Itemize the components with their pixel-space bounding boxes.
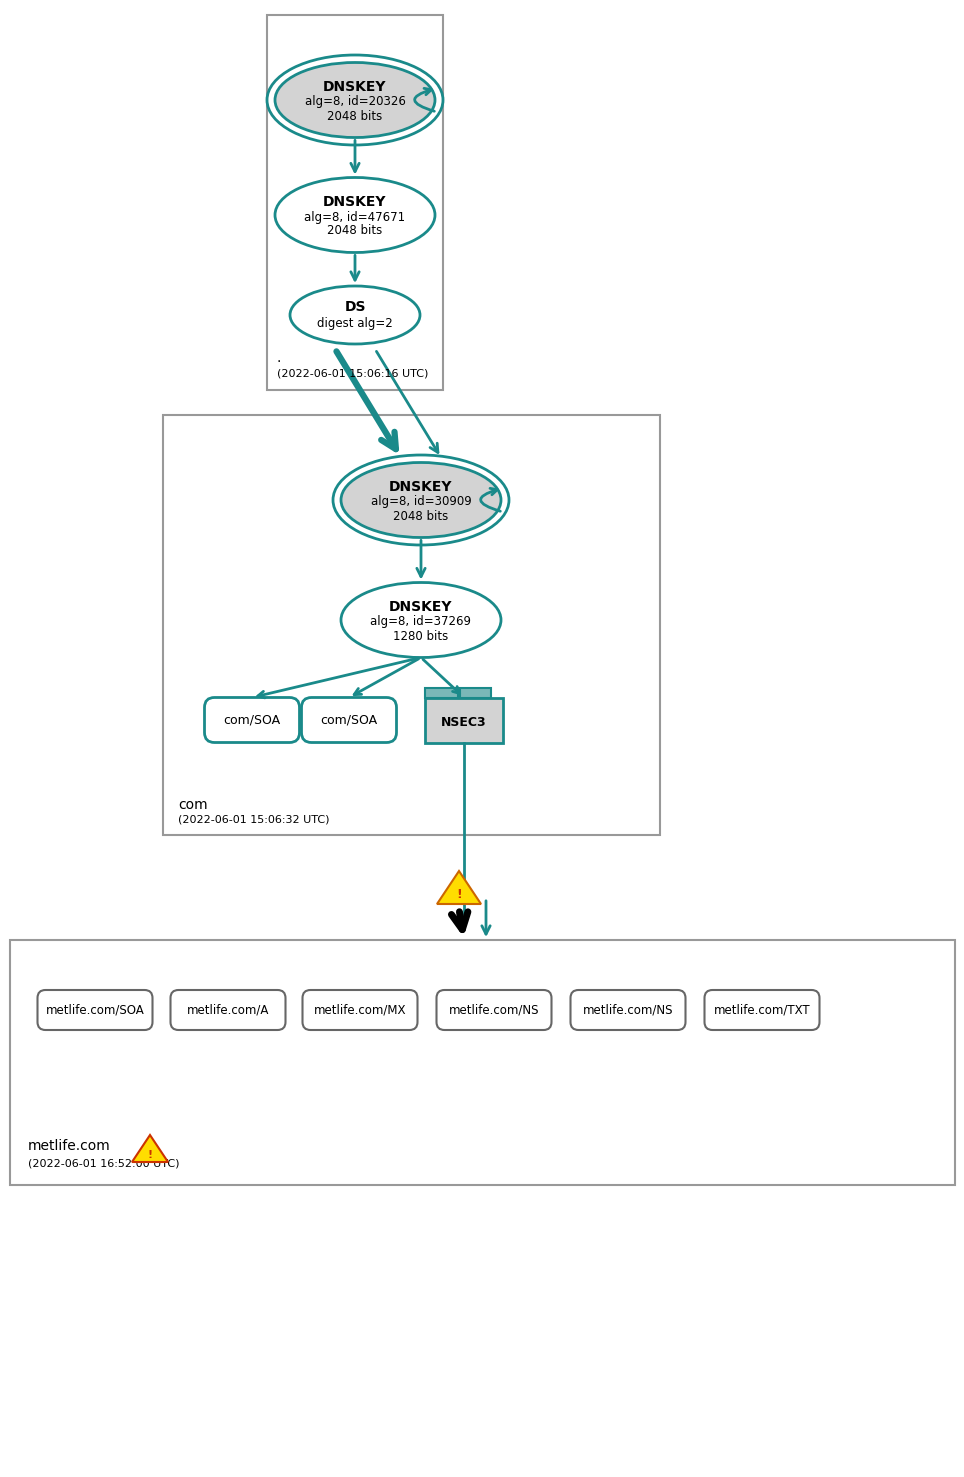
Text: !: ! [456, 889, 462, 901]
Bar [425, 687, 458, 697]
Bar [460, 687, 491, 697]
Ellipse shape [275, 177, 435, 253]
Text: metlife.com: metlife.com [28, 1139, 111, 1154]
Text: NSEC3: NSEC3 [442, 715, 487, 728]
FancyBboxPatch shape [571, 990, 685, 1029]
Text: alg=8, id=47671: alg=8, id=47671 [305, 211, 406, 223]
Bar [425, 697, 503, 743]
Text: com/SOA: com/SOA [320, 713, 378, 727]
FancyBboxPatch shape [38, 990, 152, 1029]
Text: metlife.com/NS: metlife.com/NS [583, 1003, 673, 1016]
Text: (2022-06-01 15:06:32 UTC): (2022-06-01 15:06:32 UTC) [178, 815, 330, 826]
Text: (2022-06-01 16:52:00 UTC): (2022-06-01 16:52:00 UTC) [28, 1159, 179, 1168]
Text: DNSKEY: DNSKEY [323, 80, 387, 95]
FancyBboxPatch shape [204, 697, 300, 743]
Text: metlife.com/MX: metlife.com/MX [313, 1003, 406, 1016]
Text: metlife.com/NS: metlife.com/NS [449, 1003, 539, 1016]
Text: 2048 bits: 2048 bits [328, 109, 383, 123]
Ellipse shape [290, 287, 420, 344]
Text: .: . [277, 352, 281, 365]
Text: (2022-06-01 15:06:16 UTC): (2022-06-01 15:06:16 UTC) [277, 368, 428, 378]
Ellipse shape [275, 62, 435, 137]
Polygon shape [437, 871, 481, 904]
Text: metlife.com/TXT: metlife.com/TXT [713, 1003, 811, 1016]
FancyBboxPatch shape [303, 990, 417, 1029]
Bar [267, 15, 443, 390]
Bar [10, 939, 955, 1185]
Text: com: com [178, 798, 207, 812]
Ellipse shape [341, 462, 501, 538]
Text: alg=8, id=37269: alg=8, id=37269 [370, 616, 471, 629]
Text: DNSKEY: DNSKEY [389, 480, 453, 493]
Text: alg=8, id=20326: alg=8, id=20326 [305, 96, 406, 108]
Text: 2048 bits: 2048 bits [393, 510, 448, 523]
FancyBboxPatch shape [171, 990, 285, 1029]
Text: com/SOA: com/SOA [224, 713, 281, 727]
Text: metlife.com/A: metlife.com/A [187, 1003, 269, 1016]
Text: !: ! [147, 1151, 152, 1159]
Bar [163, 415, 660, 835]
Text: 2048 bits: 2048 bits [328, 225, 383, 238]
Text: digest alg=2: digest alg=2 [317, 316, 393, 329]
Text: 1280 bits: 1280 bits [393, 629, 448, 642]
Text: DNSKEY: DNSKEY [323, 195, 387, 210]
Ellipse shape [341, 582, 501, 657]
FancyBboxPatch shape [437, 990, 551, 1029]
Text: DS: DS [344, 300, 365, 315]
Text: metlife.com/SOA: metlife.com/SOA [45, 1003, 145, 1016]
Text: alg=8, id=30909: alg=8, id=30909 [370, 495, 471, 508]
Text: DNSKEY: DNSKEY [389, 600, 453, 614]
FancyBboxPatch shape [705, 990, 819, 1029]
FancyBboxPatch shape [302, 697, 396, 743]
Polygon shape [132, 1134, 168, 1162]
